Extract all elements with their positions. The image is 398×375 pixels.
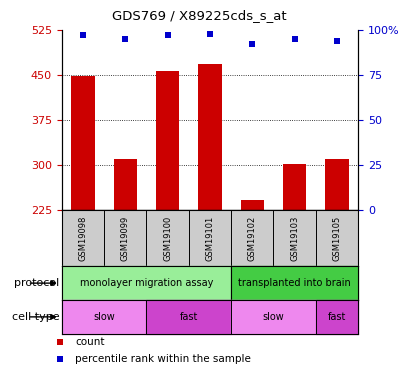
Text: fast: fast (179, 312, 198, 322)
Bar (113, 159, 137, 210)
Text: GSM19105: GSM19105 (332, 216, 341, 261)
Text: count: count (75, 337, 105, 347)
Text: GSM19102: GSM19102 (248, 216, 257, 261)
Text: fast: fast (328, 312, 346, 322)
Text: slow: slow (93, 312, 115, 322)
Bar (241, 200, 264, 210)
Bar (198, 64, 222, 210)
Bar (62, 266, 231, 300)
Bar (231, 300, 316, 334)
Bar (316, 300, 358, 334)
Text: GSM19099: GSM19099 (121, 216, 130, 261)
Bar (62, 300, 146, 334)
Bar (326, 159, 349, 210)
Bar (146, 300, 231, 334)
Text: GSM19100: GSM19100 (163, 216, 172, 261)
Text: GSM19101: GSM19101 (205, 216, 215, 261)
Bar (71, 76, 94, 210)
Text: protocol: protocol (14, 278, 60, 288)
Text: GSM19098: GSM19098 (78, 215, 88, 261)
Text: GSM19103: GSM19103 (290, 215, 299, 261)
Text: monolayer migration assay: monolayer migration assay (80, 278, 213, 288)
Text: transplanted into brain: transplanted into brain (238, 278, 351, 288)
Text: percentile rank within the sample: percentile rank within the sample (75, 354, 251, 364)
Text: GDS769 / X89225cds_s_at: GDS769 / X89225cds_s_at (112, 9, 286, 22)
Bar (231, 266, 358, 300)
Text: slow: slow (263, 312, 284, 322)
Bar (283, 164, 306, 210)
Text: cell type: cell type (12, 312, 60, 322)
Bar (156, 71, 179, 210)
